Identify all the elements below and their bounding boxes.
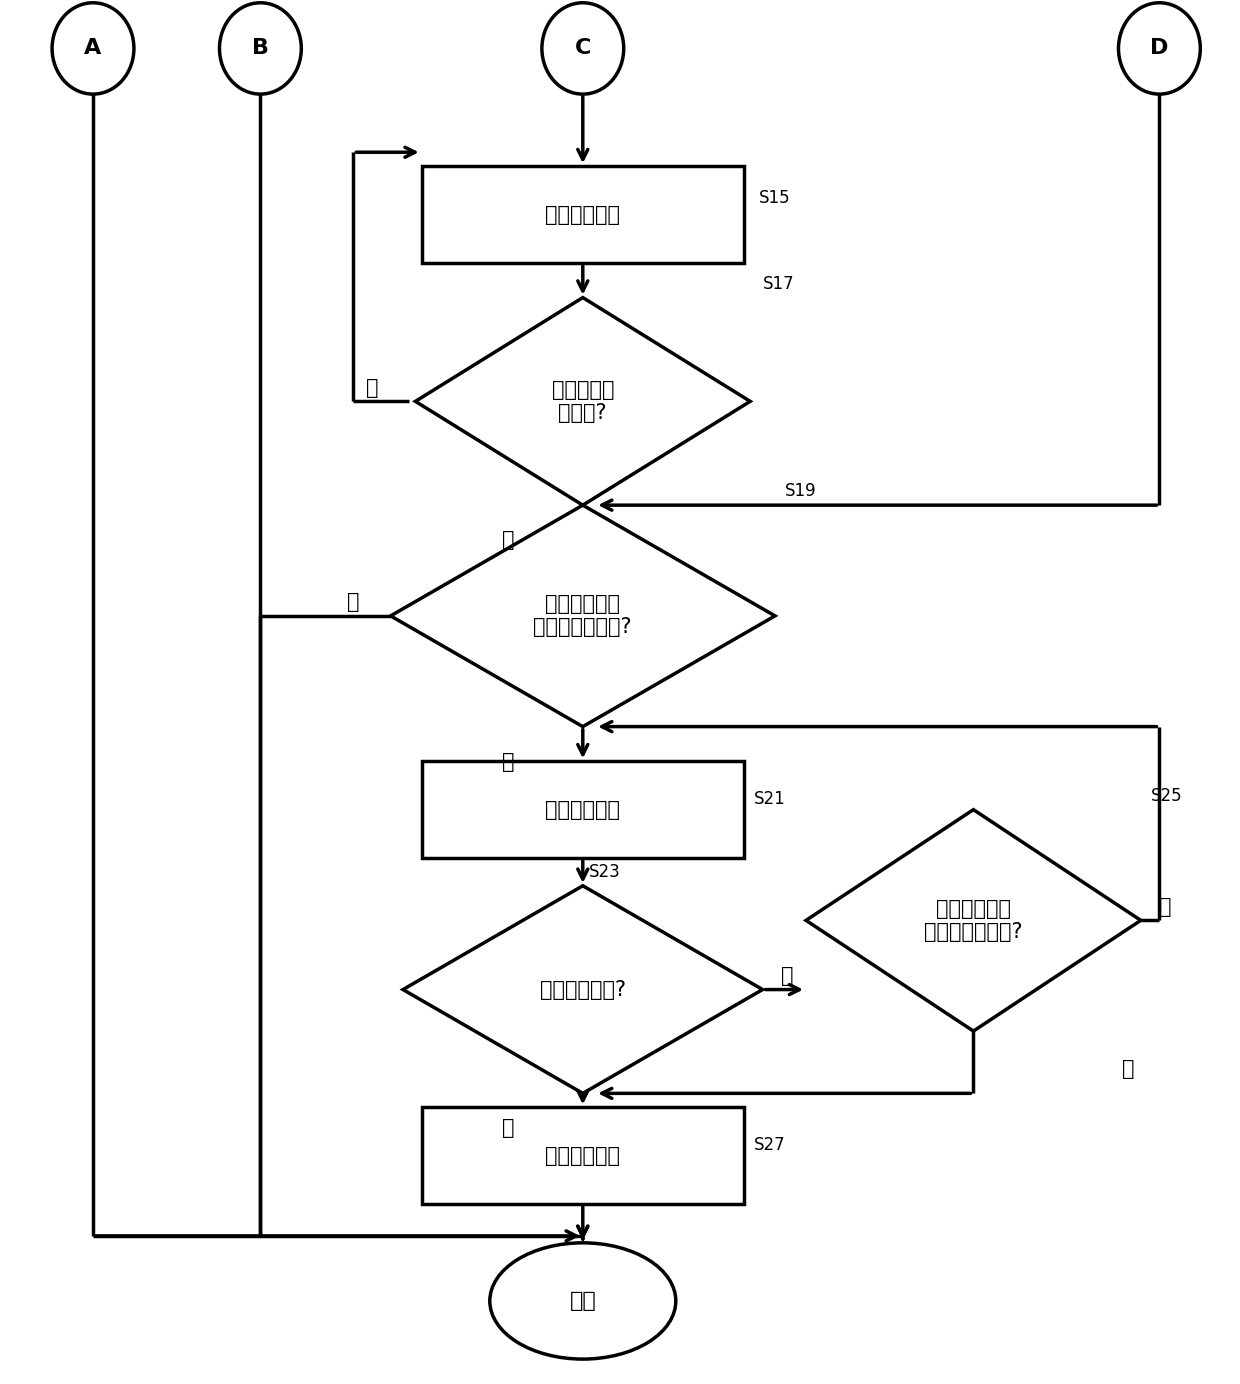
Text: 是: 是	[1159, 897, 1172, 916]
FancyBboxPatch shape	[422, 1107, 744, 1204]
Text: 是: 是	[502, 752, 515, 771]
Text: S27: S27	[754, 1135, 786, 1154]
Polygon shape	[415, 298, 750, 505]
Text: S25: S25	[1151, 786, 1183, 805]
Text: 是: 是	[502, 530, 515, 549]
Circle shape	[219, 3, 301, 94]
Text: 否: 否	[366, 378, 378, 397]
Polygon shape	[403, 886, 763, 1093]
FancyBboxPatch shape	[422, 761, 744, 858]
Text: C: C	[574, 39, 591, 58]
Text: 所有的检测前
提条件均被满足?: 所有的检测前 提条件均被满足?	[533, 594, 632, 638]
Polygon shape	[391, 505, 775, 727]
Circle shape	[542, 3, 624, 94]
Text: 计算延迟时段: 计算延迟时段	[546, 205, 620, 224]
Text: 否: 否	[1122, 1059, 1135, 1078]
Text: D: D	[1151, 39, 1168, 58]
Text: S17: S17	[763, 274, 795, 293]
Text: B: B	[252, 39, 269, 58]
Polygon shape	[806, 810, 1141, 1031]
Text: S15: S15	[759, 188, 791, 208]
FancyBboxPatch shape	[422, 166, 744, 263]
Text: S19: S19	[785, 482, 817, 501]
Text: 停止检测处理: 停止检测处理	[546, 1146, 620, 1165]
Text: 是: 是	[502, 1118, 515, 1138]
Ellipse shape	[490, 1243, 676, 1359]
Text: S23: S23	[589, 862, 621, 882]
Text: 检测已经完成?: 检测已经完成?	[539, 980, 626, 999]
Text: 所有的检测前
提条件均被满足?: 所有的检测前 提条件均被满足?	[924, 898, 1023, 943]
Text: 延迟时段已
经经过?: 延迟时段已 经经过?	[552, 379, 614, 424]
Text: A: A	[84, 39, 102, 58]
Text: 执行检测处理: 执行检测处理	[546, 800, 620, 819]
Text: 否: 否	[781, 966, 794, 985]
Circle shape	[1118, 3, 1200, 94]
Text: 结束: 结束	[569, 1291, 596, 1311]
Text: 否: 否	[347, 592, 360, 612]
Circle shape	[52, 3, 134, 94]
Text: S21: S21	[754, 789, 786, 808]
